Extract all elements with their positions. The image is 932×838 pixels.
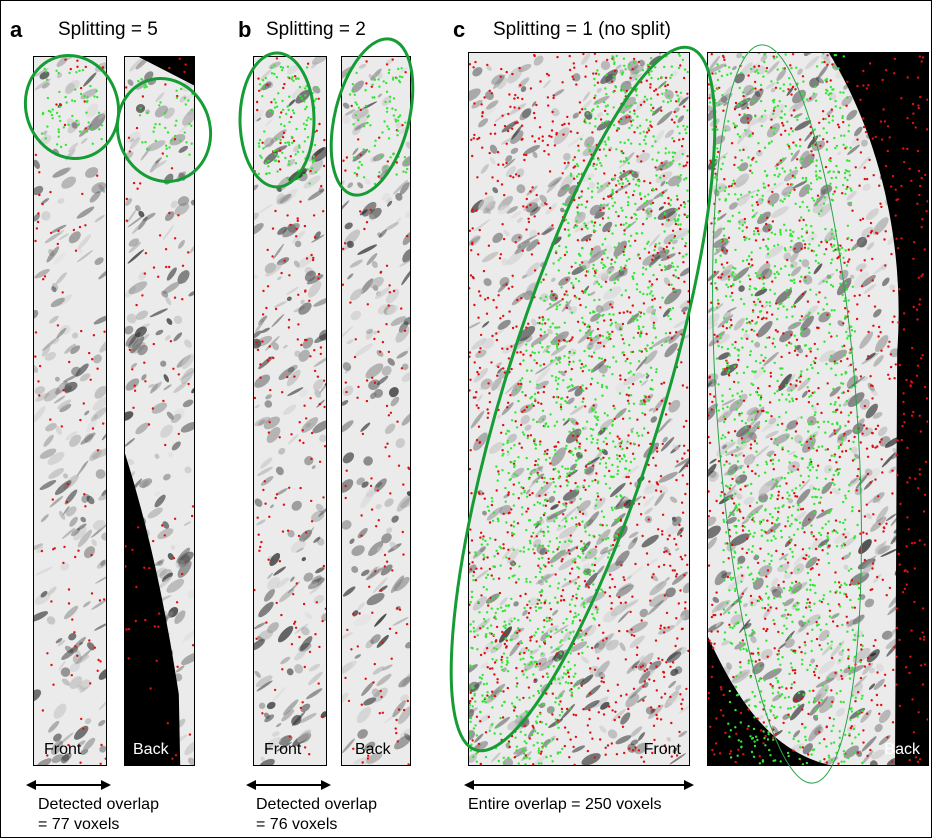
- panel-label-a: a: [10, 17, 23, 42]
- panel-title-c: Splitting = 1 (no split): [493, 19, 671, 40]
- panel-b-caption-line2: = 76 voxels: [256, 816, 338, 833]
- panel-a-back-image: Back: [124, 56, 195, 766]
- panel-a-front-image: Front: [33, 56, 107, 766]
- panel-c-back-label: Back: [884, 741, 920, 758]
- panel-c-front-label: Front: [643, 741, 681, 758]
- panel-title-b: Splitting = 2: [266, 19, 366, 40]
- double-arrow-icon: [464, 780, 694, 790]
- panel-b-back-label: Back: [355, 741, 391, 758]
- panel-label-b: b: [238, 17, 252, 42]
- panel-c-back-image: Back: [707, 52, 929, 766]
- panel-a-back-label: Back: [133, 741, 169, 758]
- panel-a-front-label: Front: [44, 741, 82, 758]
- panel-c-caption: Entire overlap = 250 voxels: [468, 796, 662, 813]
- panel-a-caption-line2: = 77 voxels: [38, 816, 120, 833]
- panel-a-caption-line1: Detected overlap: [38, 796, 159, 813]
- panel-b-caption-line1: Detected overlap: [256, 796, 377, 813]
- micrograph-texture: [34, 57, 106, 765]
- micrograph-texture: [254, 57, 326, 765]
- panel-b-front-image: Front: [253, 56, 327, 766]
- double-arrow-icon: [26, 780, 111, 790]
- panel-c-front-image: Front: [468, 52, 690, 766]
- panel-b-front-label: Front: [264, 741, 302, 758]
- micrograph-texture: [125, 57, 194, 765]
- micrograph-texture: [469, 53, 689, 765]
- panel-title-a: Splitting = 5: [58, 19, 158, 40]
- double-arrow-icon: [246, 780, 331, 790]
- micrograph-texture: [342, 57, 410, 765]
- micrograph-texture: [708, 53, 928, 765]
- panel-label-c: c: [453, 17, 466, 42]
- panel-b-back-image: Back: [341, 56, 411, 766]
